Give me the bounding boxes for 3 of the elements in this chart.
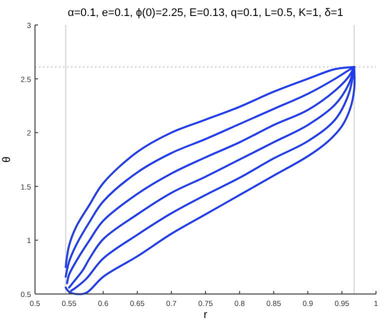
chart-title: α=0.1, e=0.1, ϕ(0)=2.25, E=0.13, q=0.1, L=0.5, K=1, δ=1 [68,7,344,19]
y-axis-title: θ [1,156,13,163]
x-axis-title: r [204,309,208,321]
